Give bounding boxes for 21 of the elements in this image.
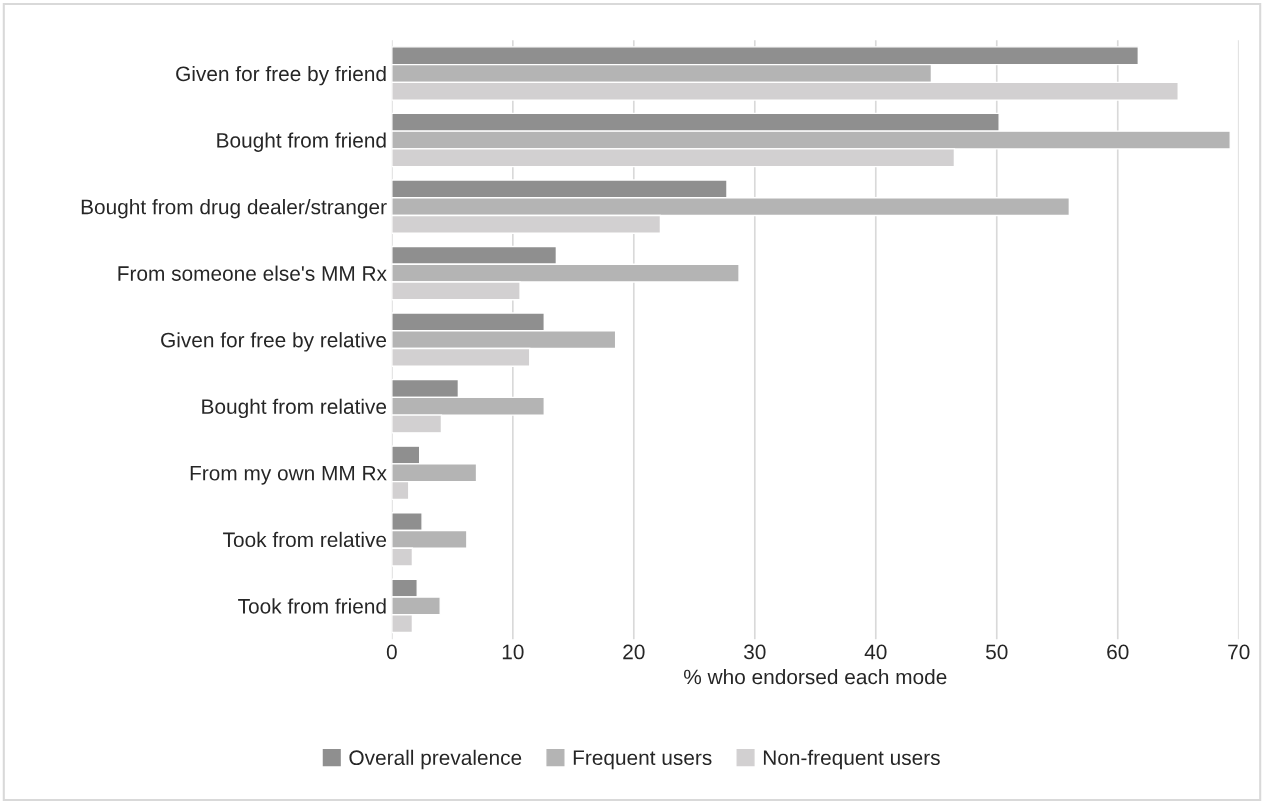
x-tick-label: 30 bbox=[744, 644, 766, 660]
y-tick-label: From my own MM Rx bbox=[190, 466, 387, 485]
x-tick-label: 20 bbox=[623, 644, 645, 660]
y-tick-label: Bought from drug dealer/stranger bbox=[81, 199, 387, 219]
y-tick-label: Given for free by relative bbox=[161, 332, 387, 352]
x-axis-title: % who endorsed each mode bbox=[684, 669, 947, 685]
y-tick-label: Bought from relative bbox=[202, 398, 387, 419]
x-tick-label: 0 bbox=[386, 644, 397, 660]
legend-label: Frequent users bbox=[573, 750, 712, 770]
legend-label: Non-frequent users bbox=[763, 749, 940, 770]
x-tick-label: 10 bbox=[502, 644, 524, 660]
x-tick-label: 60 bbox=[1107, 644, 1129, 660]
legend-label: Overall prevalence bbox=[349, 749, 522, 770]
y-tick-label: Took from relative bbox=[223, 531, 387, 548]
y-tick-label: From someone else's MM Rx bbox=[118, 265, 387, 281]
y-tick-label: Bought from friend bbox=[217, 132, 386, 152]
y-tick-label: Took from friend bbox=[238, 598, 386, 614]
x-tick-label: 40 bbox=[864, 644, 887, 660]
x-tick-label: 70 bbox=[1228, 644, 1250, 660]
x-tick-label: 50 bbox=[986, 644, 1008, 660]
y-tick-label: Given for free by friend bbox=[176, 65, 386, 86]
